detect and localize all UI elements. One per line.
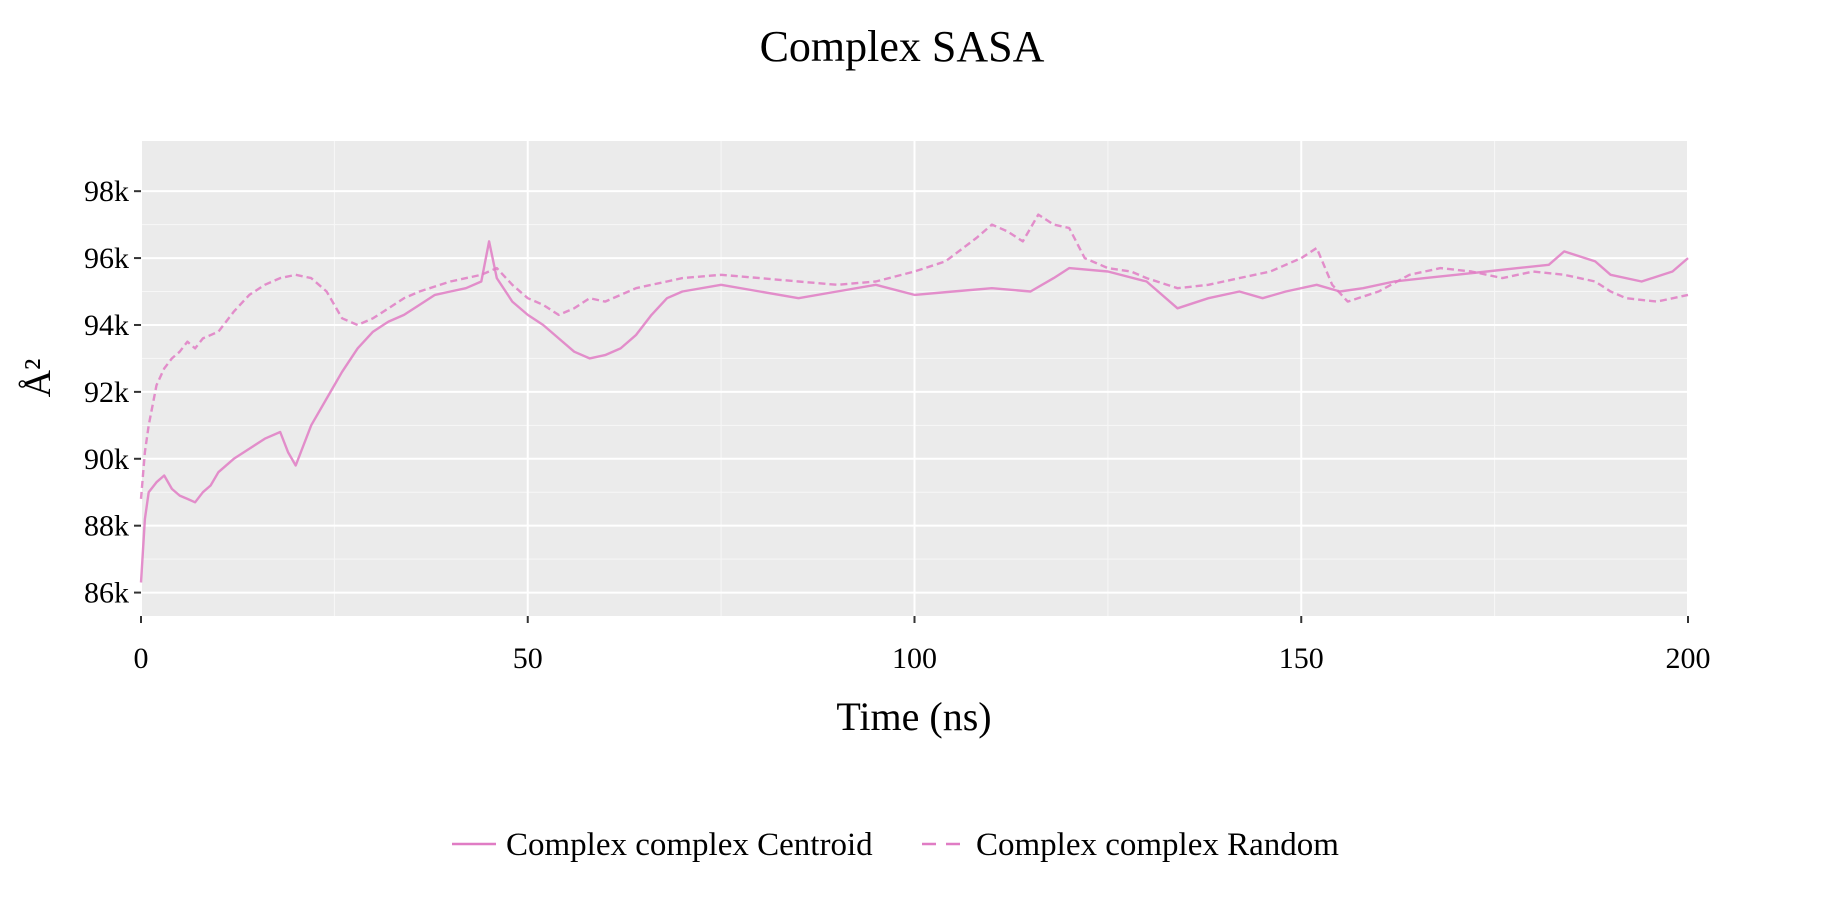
y-tick-label: 92k [84,376,129,409]
y-tick-label: 94k [84,309,129,342]
y-tick-label: 96k [84,242,129,275]
y-tick-label: 88k [84,510,129,543]
y-tick-label: 98k [84,175,129,208]
legend: Complex complex Centroid Complex complex … [452,827,1339,863]
chart-title: Complex SASA [760,22,1045,71]
y-axis-label: Å² [17,359,59,398]
series-line-centroid [139,240,1689,583]
x-tick-label: 50 [513,642,543,675]
x-axis: 0 50 100 150 200 [134,616,1711,675]
x-axis-label: Time (ns) [836,694,991,739]
series-line-random [139,213,1689,499]
grid-lines-major [140,141,1689,616]
series-layer [139,213,1689,583]
y-tick-label: 86k [84,577,129,610]
x-tick-label: 200 [1666,642,1711,675]
y-axis: 86k 88k 90k 92k 94k 96k 98k [84,175,141,610]
x-tick-label: 0 [134,642,149,675]
legend-label: Complex complex Random [976,827,1339,863]
y-tick-label: 90k [84,443,129,476]
x-tick-label: 150 [1279,642,1324,675]
legend-label: Complex complex Centroid [506,827,873,863]
x-tick-label: 100 [892,642,937,675]
